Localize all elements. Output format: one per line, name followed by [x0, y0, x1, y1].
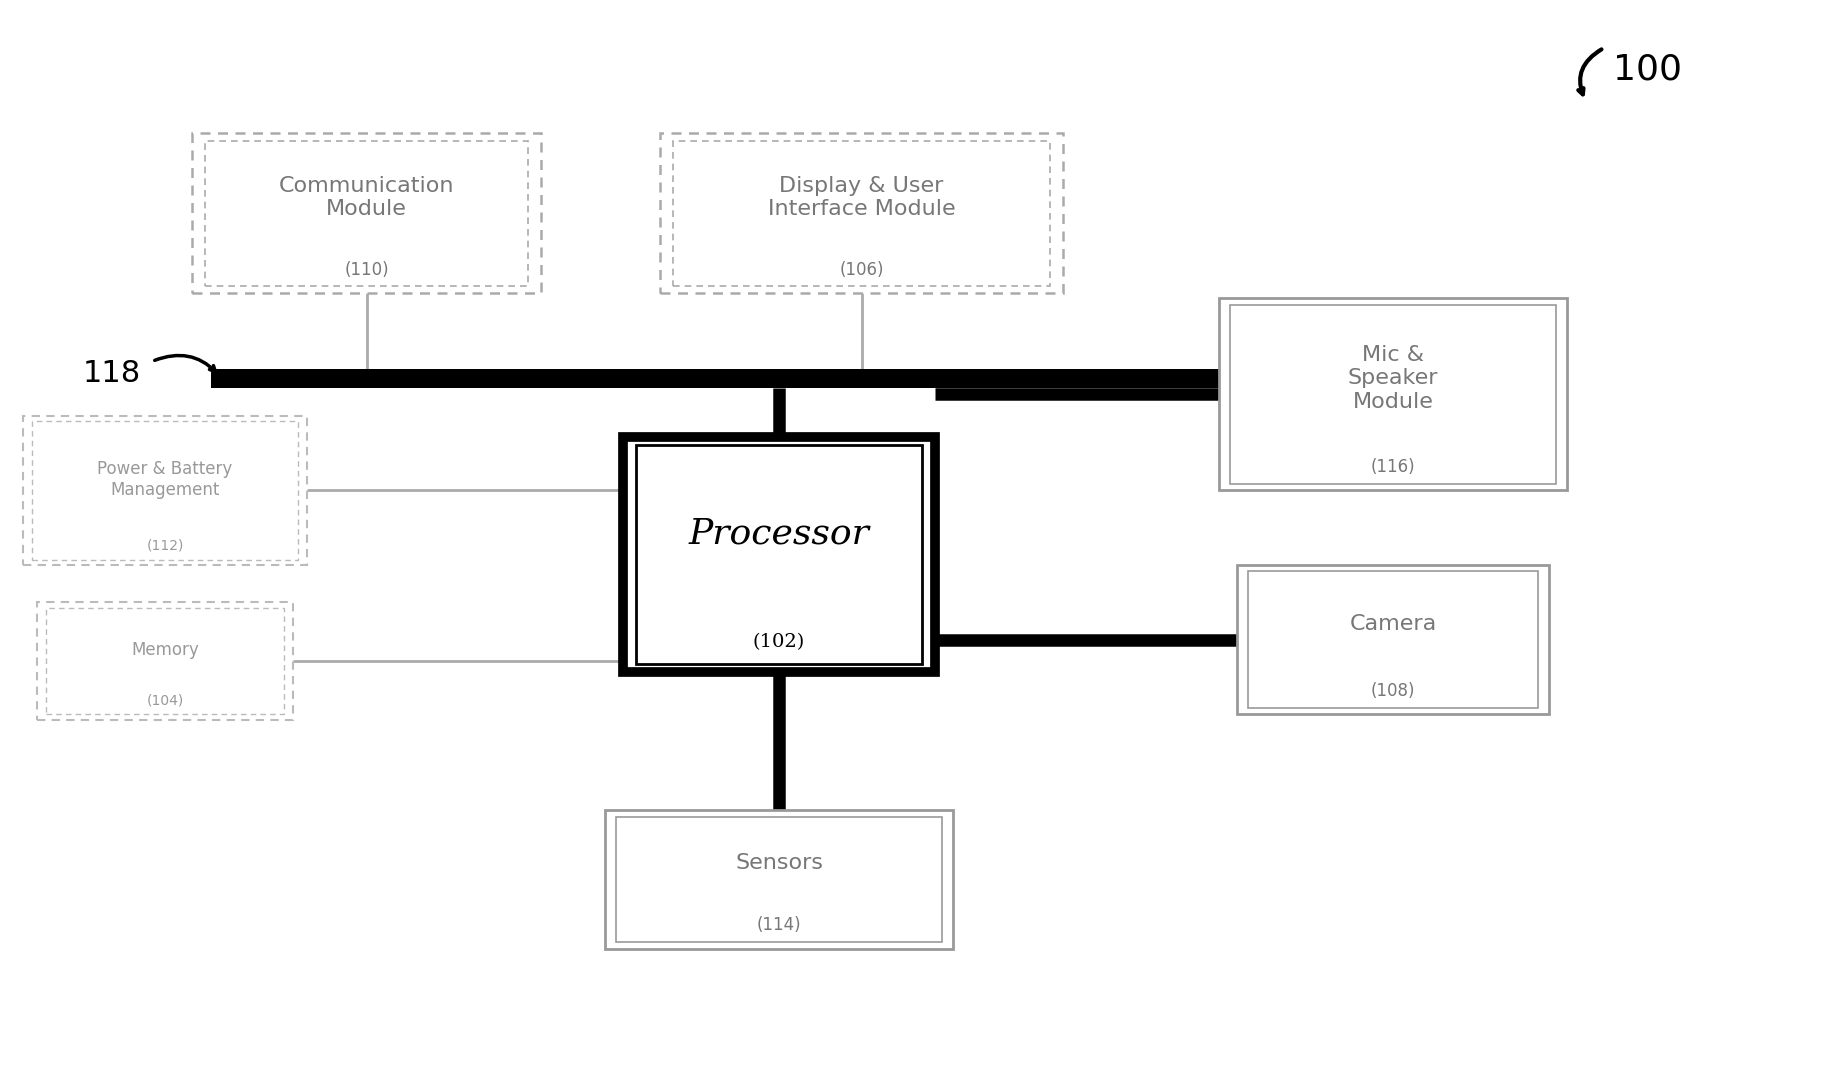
Bar	[1229, 305, 1555, 484]
Bar	[623, 437, 934, 672]
Bar	[192, 133, 540, 293]
Text: (104): (104)	[147, 693, 183, 708]
Bar	[22, 416, 306, 565]
Text: Mic &
Speaker
Module: Mic & Speaker Module	[1347, 345, 1438, 411]
Bar	[211, 369, 1255, 388]
Bar	[1248, 571, 1537, 708]
Bar	[616, 817, 942, 942]
Bar	[205, 141, 528, 286]
Text: (116): (116)	[1370, 458, 1414, 475]
Bar	[1218, 298, 1566, 490]
Text: (110): (110)	[344, 261, 388, 278]
Text: (102): (102)	[753, 633, 804, 650]
Bar	[46, 608, 284, 714]
Text: 118: 118	[82, 358, 141, 388]
Bar	[636, 445, 921, 664]
Text: Sensors: Sensors	[735, 854, 823, 873]
Text: Camera: Camera	[1348, 614, 1436, 633]
Text: Communication
Module: Communication Module	[278, 176, 454, 219]
Bar	[605, 810, 953, 949]
Text: Memory: Memory	[132, 642, 198, 659]
Text: (108): (108)	[1370, 682, 1414, 699]
Text: (112): (112)	[147, 538, 183, 553]
Bar	[31, 421, 297, 560]
Bar	[37, 602, 293, 720]
Bar	[660, 133, 1063, 293]
Text: Power & Battery
Management: Power & Battery Management	[97, 461, 233, 499]
Bar	[1237, 565, 1548, 714]
Text: Display & User
Interface Module: Display & User Interface Module	[768, 176, 954, 219]
Bar	[672, 141, 1050, 286]
Text: (114): (114)	[757, 917, 801, 934]
Text: Processor: Processor	[689, 516, 868, 550]
Text: (106): (106)	[839, 261, 883, 278]
Text: 100: 100	[1612, 52, 1682, 86]
